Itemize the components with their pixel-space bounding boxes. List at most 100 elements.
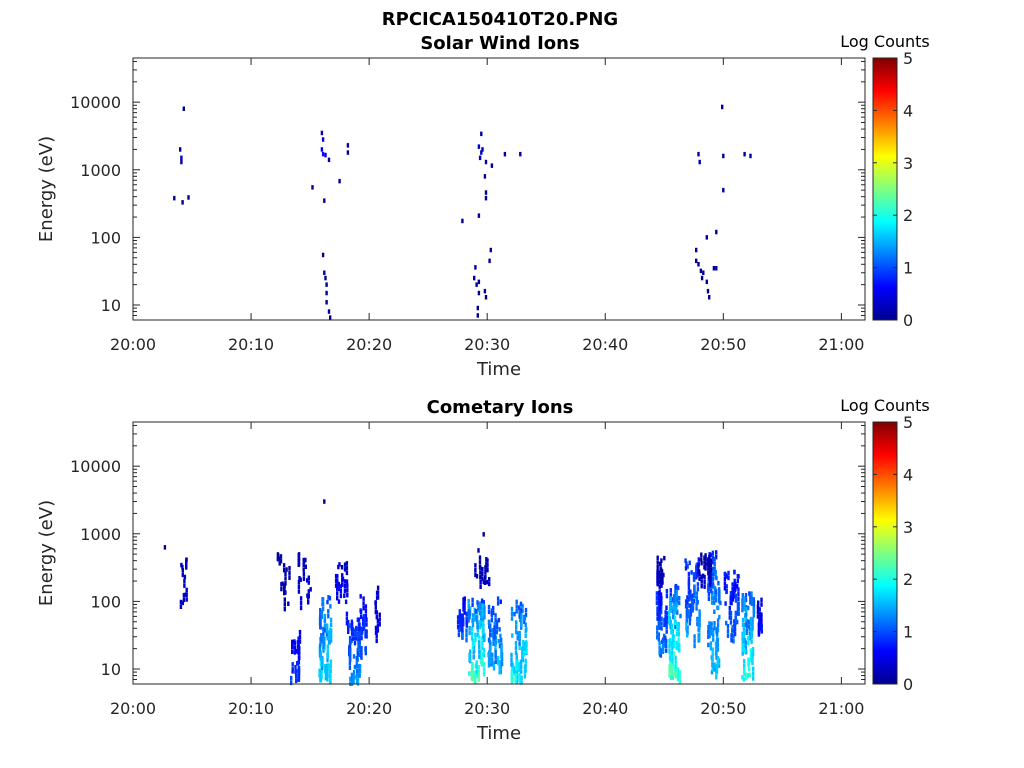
heatmap-cell [472,650,475,655]
heatmap-cell [677,637,680,642]
heatmap-cell [294,649,298,654]
colorbar-tick-label: 0 [903,311,913,330]
heatmap-cell [665,605,668,610]
heatmap-cell [718,594,721,599]
heatmap-cell [349,676,352,682]
heatmap-cell [346,150,350,155]
heatmap-cell [362,596,365,601]
heatmap-cell [709,567,713,573]
x-tick-label: 20:30 [464,335,510,354]
heatmap-cell [722,153,725,159]
heatmap-cell [482,630,485,636]
heatmap-cell [465,637,468,643]
heatmap-cell [702,270,705,275]
heatmap-cell [758,612,761,617]
heatmap-cell [326,644,329,649]
heatmap-cell [707,591,711,597]
heatmap-cell [678,679,682,685]
heatmap-cell [488,577,491,582]
heatmap-cell [375,638,378,644]
heatmap-cell [482,633,485,638]
heatmap-cell [494,659,497,664]
heatmap-cell [463,610,466,615]
heatmap-cell [476,609,479,615]
heatmap-cell [749,657,753,663]
heatmap-cell [364,650,367,656]
colorbar-tick-label: 0 [903,675,913,694]
heatmap-cell [480,150,483,155]
heatmap-cell [344,599,348,605]
heatmap-cell [328,640,331,645]
heatmap-cell [495,630,498,635]
heatmap-cell [693,639,696,644]
heatmap-cell [459,623,462,628]
heatmap-cell [756,614,760,619]
heatmap-cell [658,625,661,630]
heatmap-cell [757,622,761,628]
heatmap-cell [713,557,716,562]
heatmap-cell [326,628,329,633]
heatmap-cell [494,652,497,657]
heatmap-cell [741,593,744,598]
heatmap-cell [479,565,482,570]
heatmap-cell [483,174,487,179]
heatmap-cell [697,564,700,569]
heatmap-cell [695,601,698,606]
heatmap-cell [668,673,671,678]
heatmap-cell [465,623,468,628]
heatmap-cell [674,655,677,661]
heatmap-cell [751,651,754,656]
heatmap-cell [337,581,341,587]
heatmap-cell [691,608,694,613]
heatmap-cell [484,195,488,201]
heatmap-cell [322,644,325,649]
heatmap-cell [352,654,356,659]
colorbar-tick-label: 3 [903,518,913,537]
heatmap-cell [752,597,755,602]
x-axis-label: Time [476,359,521,380]
heatmap-cell [346,143,350,148]
heatmap-cell [658,579,661,585]
heatmap-cell [748,626,751,632]
heatmap-cell [497,656,500,661]
heatmap-cell [468,652,471,658]
heatmap-cell [657,611,660,616]
heatmap-cell [659,566,662,572]
heatmap-cell [678,595,681,601]
heatmap-cell [660,577,663,582]
heatmap-cell [185,592,188,597]
heatmap-cell [749,648,753,653]
heatmap-cell [465,620,469,625]
x-tick-label: 20:40 [582,335,628,354]
heatmap-cell [482,671,486,677]
heatmap-cell [480,656,484,662]
heatmap-cell [479,620,482,625]
heatmap-cell [484,295,488,300]
heatmap-cell [715,665,718,670]
heatmap-cell [364,609,368,614]
heatmap-cell [684,558,687,563]
heatmap-cell [734,598,738,603]
heatmap-cell [668,648,671,653]
heatmap-cell [295,673,298,679]
heatmap-cell [297,562,300,567]
heatmap-cell [489,640,492,645]
heatmap-cell [733,631,737,637]
heatmap-cell [523,646,526,651]
plot-area [133,58,865,320]
heatmap-cell [351,631,354,637]
heatmap-cell [498,670,501,675]
heatmap-cell [659,597,663,602]
heatmap-cell [375,629,378,634]
heatmap-cell [182,597,186,603]
heatmap-cell [323,198,326,203]
heatmap-cell [725,584,728,589]
heatmap-cell [320,130,324,136]
heatmap-cell [479,574,482,580]
heatmap-cell [346,592,349,598]
heatmap-cell [518,630,521,636]
heatmap-cell [662,648,665,653]
heatmap-cell [361,626,365,632]
heatmap-cell [357,637,361,643]
heatmap-cell [674,662,677,667]
